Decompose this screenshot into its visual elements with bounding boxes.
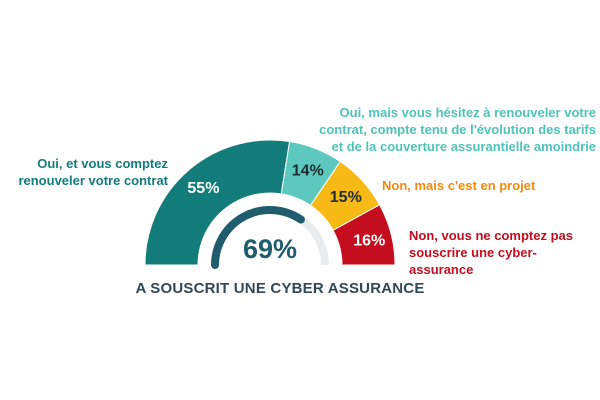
slice-value-label: 15% (330, 189, 362, 206)
legend-line: Non, mais c'est en projet (382, 178, 536, 193)
slice-label-group: 55% 14% 15% 16% (187, 163, 385, 250)
legend-label-oui-hesitez: Oui, mais vous hésitez à renouveler votr… (318, 104, 596, 155)
slice-value-label: 16% (353, 233, 385, 250)
legend-line: Oui, mais vous hésitez à renouveler votr… (339, 105, 596, 120)
chart-caption: A SOUSCRIT UNE CYBER ASSURANCE (135, 280, 425, 297)
legend-line: Non, vous ne comptez pas (409, 228, 573, 243)
slice-group (144, 139, 396, 266)
slice-1 (144, 139, 291, 266)
legend-label-oui-renouveler: Oui, et vous comptez renouveler votre co… (18, 155, 168, 189)
slice-value-label: 55% (187, 180, 219, 197)
legend-line: souscrire une cyber-assurance (409, 245, 537, 277)
legend-line: contrat, compte tenu de l'évolution des … (319, 122, 596, 137)
slice-value-label: 14% (292, 163, 324, 180)
center-gauge-fill (211, 206, 305, 269)
center-value: 69% (243, 234, 297, 264)
slice-4 (332, 204, 396, 266)
legend-label-non-projet: Non, mais c'est en projet (382, 177, 562, 194)
legend-label-non-souscrire: Non, vous ne comptez pas souscrire une c… (409, 227, 594, 278)
legend-line: Oui, et vous comptez (37, 156, 168, 171)
legend-line: renouveler votre contrat (18, 173, 168, 188)
legend-line: et de la couverture assurantielle amoind… (331, 139, 596, 154)
